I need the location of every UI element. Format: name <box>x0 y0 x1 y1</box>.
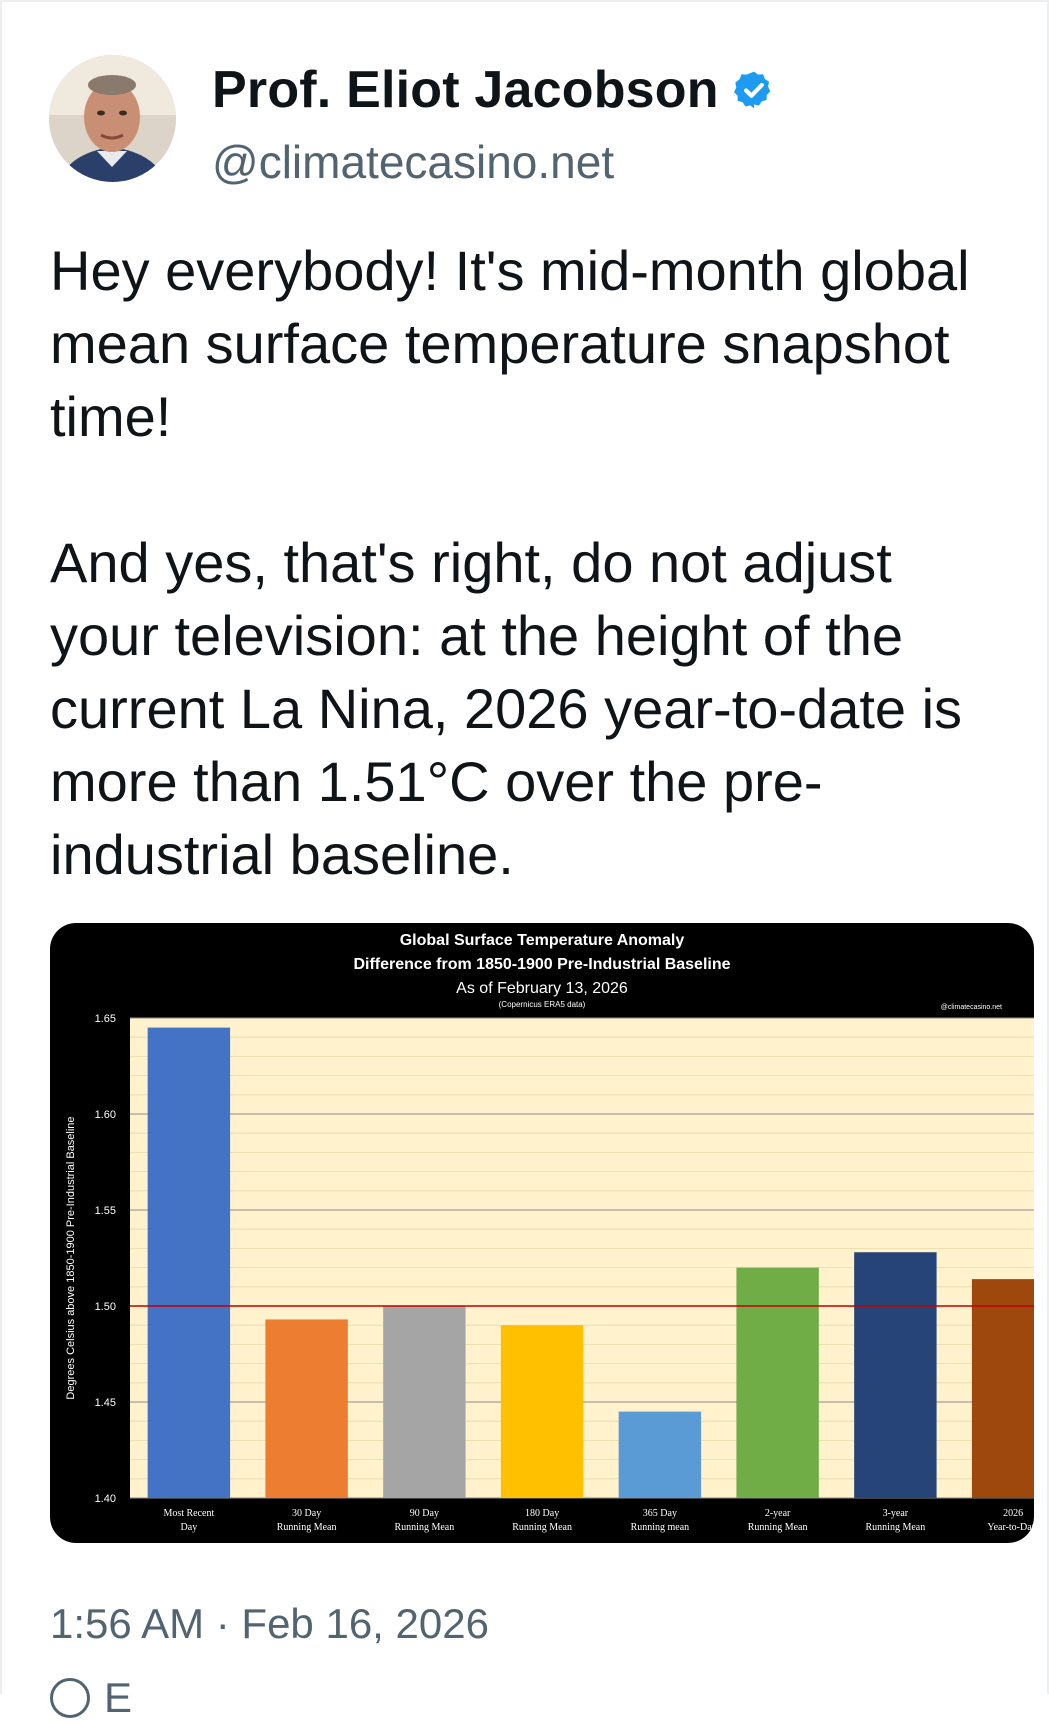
author-name-text: Prof. Eliot Jacobson <box>212 61 719 119</box>
x-tick-label: 2026 Year-to-Date <box>987 1508 1034 1533</box>
y-tick-label: 1.45 <box>95 1397 116 1409</box>
x-tick-label: 30 Day Running Mean <box>277 1508 337 1533</box>
y-tick-label: 1.40 <box>95 1493 116 1505</box>
x-tick-label: 365 Day Running mean <box>631 1508 690 1533</box>
footer-row[interactable]: E <box>50 1674 132 1722</box>
y-tick-label: 1.55 <box>95 1205 116 1217</box>
clock-icon <box>50 1678 90 1718</box>
bar <box>383 1306 466 1498</box>
post-timestamp[interactable]: 1:56 AM · Feb 16, 2026 <box>50 1600 489 1647</box>
x-tick-label: 90 Day Running Mean <box>395 1508 455 1533</box>
post-text: Hey everybody! It's mid-month global mea… <box>50 234 1010 891</box>
footer-text: E <box>104 1674 133 1721</box>
chart-date-line: As of February 13, 2026 <box>456 980 628 997</box>
chart-watermark: @climatecasino.net <box>941 1004 1002 1011</box>
post-paragraph-2: And yes, that's right, do not adjust you… <box>50 531 963 886</box>
bar <box>500 1325 584 1498</box>
bar <box>618 1411 702 1498</box>
bar <box>971 1279 1034 1498</box>
bar <box>854 1252 937 1498</box>
y-axis-label: Degrees Celsius above 1850-1900 Pre-Indu… <box>65 1116 77 1399</box>
x-tick-label: 180 Day Running Mean <box>512 1508 572 1533</box>
x-tick-label: 2-year Running Mean <box>748 1508 808 1533</box>
bar-chart: Global Surface Temperature Anomaly Diffe… <box>65 932 1034 1533</box>
post-paragraph-1: Hey everybody! It's mid-month global mea… <box>50 239 970 448</box>
chart-subtitle: Difference from 1850-1900 Pre-Industrial… <box>353 956 730 973</box>
x-tick-labels: Most Recent Day 30 Day Running Mean 90 Day Ru… <box>163 1508 1034 1533</box>
author-name[interactable]: Prof. Eliot Jacobson <box>212 60 775 120</box>
avatar-image <box>49 55 176 182</box>
chart-image[interactable]: Global Surface Temperature Anomaly Diffe… <box>50 923 1034 1543</box>
y-tick-label: 1.50 <box>95 1301 116 1313</box>
avatar[interactable] <box>49 55 176 182</box>
x-tick-label: Most Recent Day <box>163 1508 214 1533</box>
verified-badge-icon <box>733 71 771 109</box>
x-tick-label: 3-year Running Mean <box>866 1508 926 1533</box>
chart-source-note: (Copernicus ERA5 data) <box>499 1000 586 1009</box>
y-tick-labels: 1.65 1.60 1.55 1.50 1.45 1.40 <box>95 1013 116 1505</box>
author-handle[interactable]: @climatecasino.net <box>212 136 615 188</box>
chart-title: Global Surface Temperature Anomaly <box>400 932 685 949</box>
y-tick-label: 1.60 <box>95 1109 116 1121</box>
bar <box>265 1319 348 1498</box>
y-tick-label: 1.65 <box>95 1013 116 1025</box>
bar <box>736 1267 819 1498</box>
bar <box>147 1027 231 1498</box>
bars <box>147 1027 1034 1498</box>
